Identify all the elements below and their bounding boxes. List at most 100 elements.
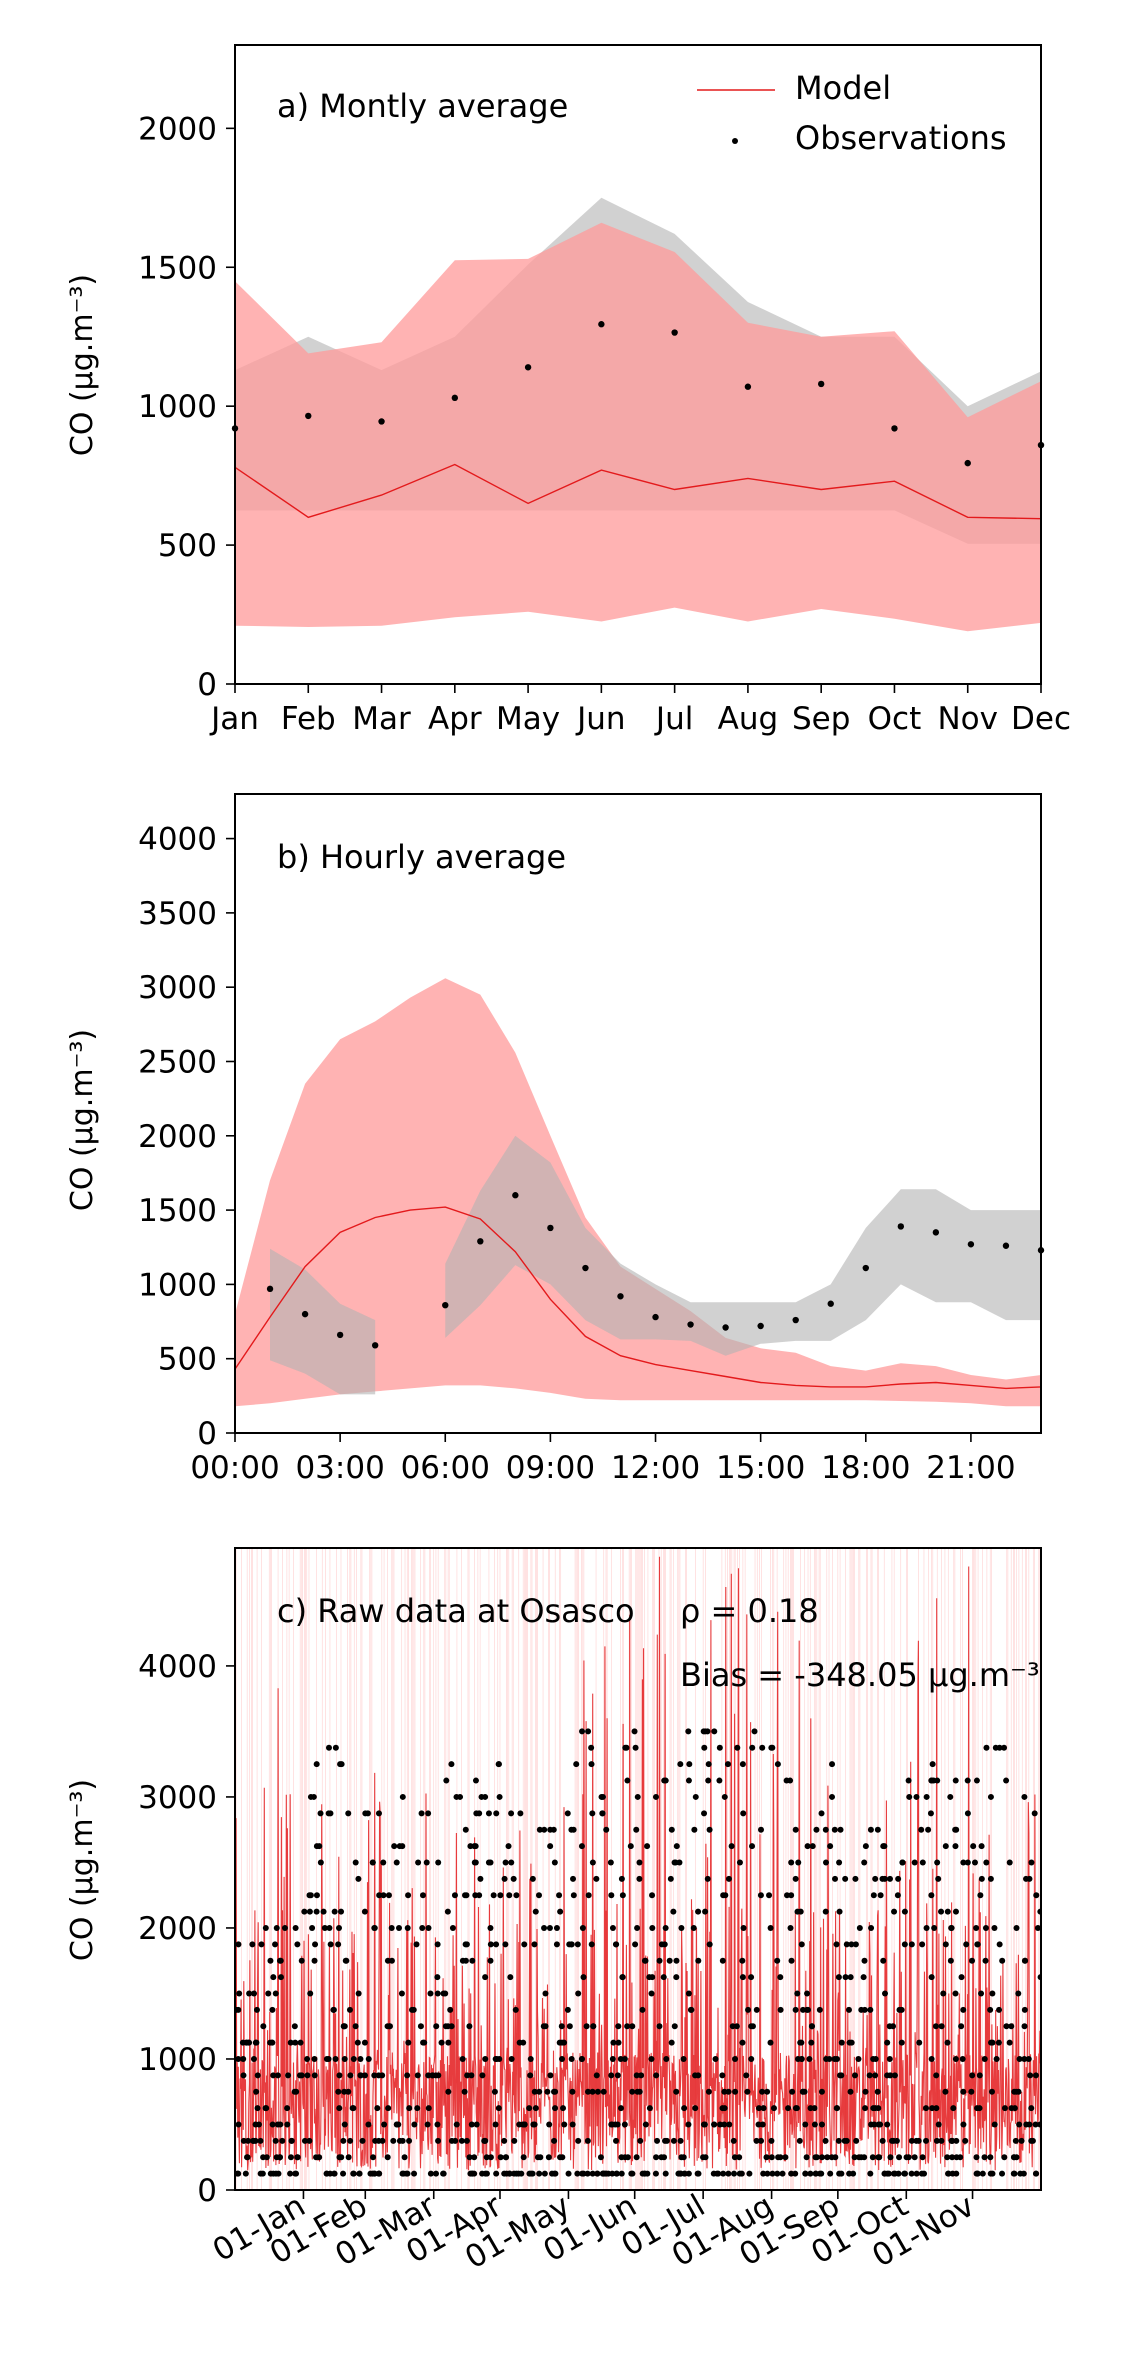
c-observation-point — [680, 2055, 687, 2062]
c-observation-point — [893, 2137, 900, 2144]
c-observation-point — [996, 1744, 1003, 1751]
c-observation-point — [541, 1826, 548, 1833]
c-observation-point — [973, 1924, 980, 1931]
c-observation-point — [753, 2137, 760, 2144]
c-observation-point — [556, 1892, 563, 1899]
c-observation-point — [701, 1744, 708, 1751]
c-observation-point — [962, 2137, 969, 2144]
c-observation-point — [801, 2088, 808, 2095]
c-observation-point — [963, 1941, 970, 1948]
c-observation-point — [634, 1924, 641, 1931]
c-observation-point — [491, 2088, 498, 2095]
c-observation-point — [313, 1892, 320, 1899]
c-observation-point — [284, 2105, 291, 2112]
c-observation-point — [758, 1826, 765, 1833]
c-observation-point — [982, 1924, 989, 1931]
c-observation-point — [479, 2072, 486, 2079]
c-observation-point — [835, 2137, 842, 2144]
b-observation-point — [442, 1302, 449, 1309]
c-observation-point — [482, 2137, 489, 2144]
c-observation-point — [621, 2055, 628, 2062]
c-observation-point — [613, 2137, 620, 2144]
c-observation-point — [743, 2072, 750, 2079]
c-observation-point — [462, 1826, 469, 1833]
c-observation-point — [485, 1810, 492, 1817]
c-observation-point — [728, 1843, 735, 1850]
c-observation-point — [483, 2170, 490, 2177]
c-observation-point — [759, 2121, 766, 2128]
c-observation-point — [662, 2170, 669, 2177]
c-observation-point — [301, 1908, 308, 1915]
c-observation-point — [341, 2023, 348, 2030]
c-observation-point — [269, 2121, 276, 2128]
c-observation-point — [888, 2137, 895, 2144]
c-observation-point — [569, 2088, 576, 2095]
c-observation-point — [949, 2154, 956, 2161]
a-model-band — [235, 222, 1041, 632]
c-observation-point — [262, 2105, 269, 2112]
c-observation-point — [621, 2154, 628, 2161]
c-observation-point — [272, 1941, 279, 1948]
c-observation-point — [379, 2137, 386, 2144]
c-observation-point — [833, 2055, 840, 2062]
c-observation-point — [258, 1941, 265, 1948]
c-observation-point — [477, 1875, 484, 1882]
c-observation-point — [376, 1892, 383, 1899]
c-observation-point — [847, 2088, 854, 2095]
c-observation-point — [393, 1859, 400, 1866]
c-observation-point — [425, 1924, 432, 1931]
c-observation-point — [497, 2154, 504, 2161]
c-observation-point — [918, 2170, 925, 2177]
c-observation-point — [885, 2170, 892, 2177]
c-observation-point — [960, 1859, 967, 1866]
c-observation-point — [641, 2170, 648, 2177]
c-observation-point — [731, 2170, 738, 2177]
c-bias-annotation: Bias = -348.05 μg.m⁻³ — [680, 1656, 1040, 1694]
c-observation-point — [816, 2170, 823, 2177]
c-observation-point — [700, 2154, 707, 2161]
c-observation-point — [902, 2170, 909, 2177]
c-observation-point — [690, 1924, 697, 1931]
c-observation-point — [245, 2137, 252, 2144]
a-y-axis-label: CO (μg.m⁻³) — [65, 274, 100, 456]
c-observation-point — [996, 1941, 1003, 1948]
c-observation-point — [610, 2039, 617, 2046]
b-y-tick-label: 1500 — [138, 1193, 217, 1229]
c-observation-point — [495, 1761, 502, 1768]
c-observation-point — [325, 2055, 332, 2062]
a-observation-point — [671, 329, 678, 336]
c-observation-point — [976, 2105, 983, 2112]
c-observation-point — [1015, 2088, 1022, 2095]
c-observation-point — [272, 2170, 279, 2177]
c-observation-point — [306, 2137, 313, 2144]
c-observation-point — [871, 2121, 878, 2128]
a-observation-point — [524, 364, 532, 371]
c-observation-point — [835, 1974, 842, 1981]
c-observation-point — [636, 1859, 643, 1866]
c-observation-point — [923, 2137, 930, 2144]
c-observation-point — [391, 1843, 398, 1850]
a-x-tick-label: Aug — [718, 701, 779, 737]
c-observation-point — [802, 2121, 809, 2128]
c-observation-point — [751, 1728, 758, 1735]
b-observation-point — [266, 1285, 274, 1293]
c-observation-point — [706, 1826, 713, 1833]
c-observation-point — [991, 2121, 998, 2128]
c-observation-point — [929, 2105, 936, 2112]
c-observation-point — [769, 2170, 776, 2177]
c-observation-point — [785, 2105, 792, 2112]
c-observation-point — [823, 1859, 830, 1866]
c-observation-point — [725, 1875, 732, 1882]
c-observation-point — [1011, 2105, 1018, 2112]
c-observation-point — [287, 2170, 294, 2177]
b-x-tick-label: 09:00 — [506, 1450, 595, 1486]
c-observation-point — [609, 1924, 616, 1931]
c-observation-point — [807, 2170, 814, 2177]
c-observation-point — [769, 1744, 776, 1751]
c-observation-point — [327, 1941, 334, 1948]
c-observation-point — [294, 2154, 301, 2161]
c-observation-point — [530, 2121, 537, 2128]
c-observation-point — [406, 2137, 413, 2144]
c-observation-point — [335, 2088, 342, 2095]
c-observation-point — [411, 2121, 418, 2128]
